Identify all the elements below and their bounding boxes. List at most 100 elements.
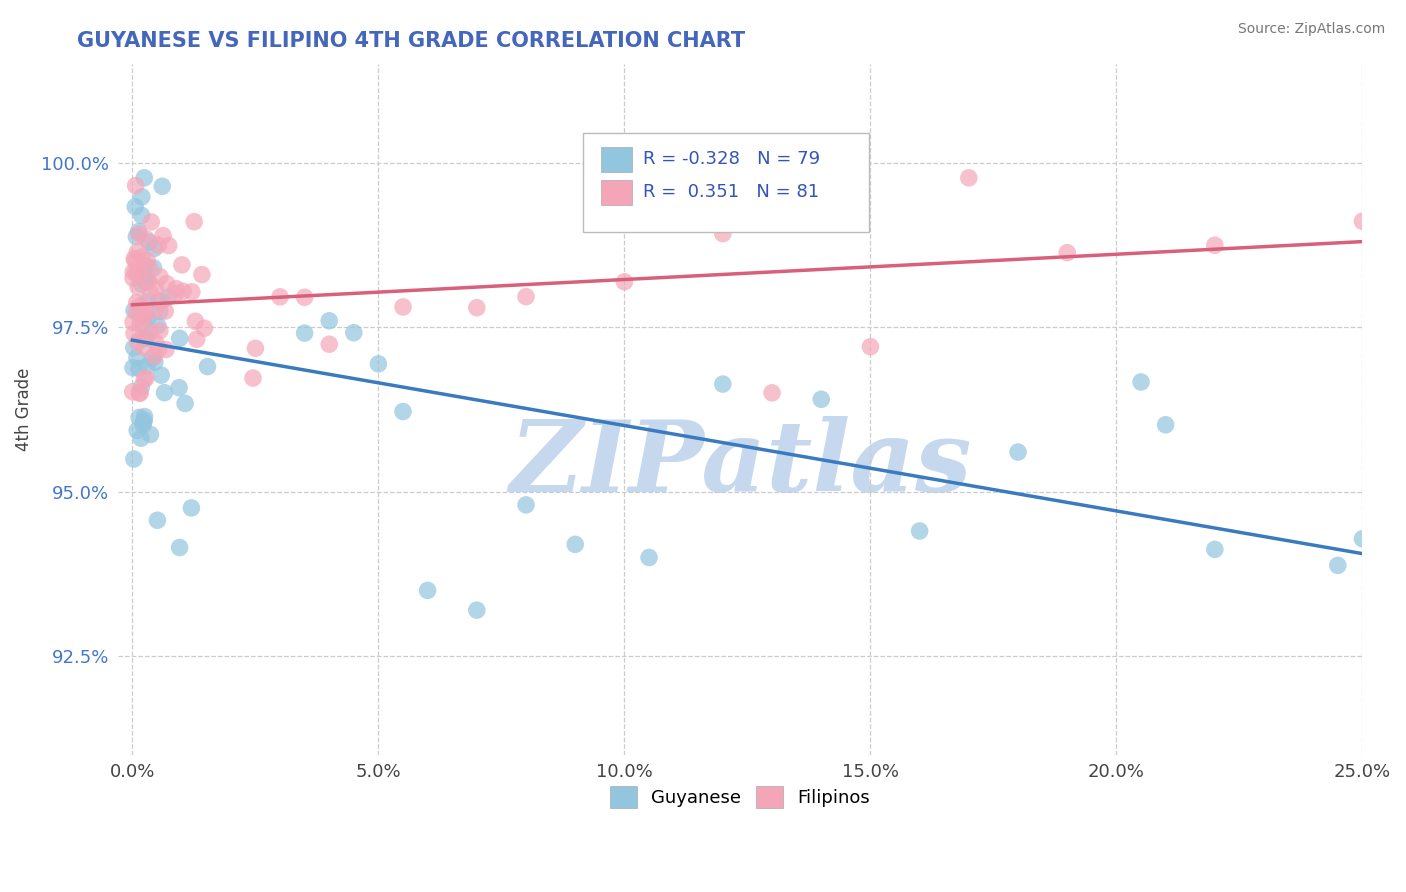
Point <box>153 385 176 400</box>
Point <box>134 274 156 288</box>
Point <box>141 215 163 229</box>
Point <box>136 253 159 268</box>
Point <box>294 326 316 340</box>
Point <box>193 321 215 335</box>
Point <box>1056 245 1078 260</box>
Text: Source: ZipAtlas.com: Source: ZipAtlas.com <box>1237 22 1385 37</box>
Point <box>152 228 174 243</box>
Point <box>613 275 636 289</box>
Point <box>124 178 146 193</box>
Point <box>127 280 149 294</box>
Point <box>465 301 488 315</box>
Point <box>1154 417 1177 432</box>
Point <box>1327 558 1350 573</box>
Point <box>155 343 177 357</box>
Point <box>131 208 153 222</box>
Point <box>957 170 980 185</box>
Point <box>810 392 832 407</box>
Point <box>564 537 586 551</box>
Point <box>711 377 734 392</box>
Point <box>167 381 190 395</box>
Point <box>157 290 180 304</box>
Point <box>294 290 316 304</box>
Y-axis label: 4th Grade: 4th Grade <box>15 368 32 451</box>
Point <box>129 298 152 312</box>
Point <box>515 498 537 512</box>
Point <box>318 337 340 351</box>
Point <box>180 285 202 299</box>
Point <box>638 550 661 565</box>
Point <box>132 267 155 281</box>
Point <box>131 331 153 345</box>
Point <box>367 357 389 371</box>
Point <box>242 371 264 385</box>
Text: R = -0.328   N = 79: R = -0.328 N = 79 <box>644 151 820 169</box>
Point <box>131 190 153 204</box>
Point <box>148 294 170 309</box>
Point <box>150 293 173 308</box>
Point <box>132 341 155 355</box>
Text: GUYANESE VS FILIPINO 4TH GRADE CORRELATION CHART: GUYANESE VS FILIPINO 4TH GRADE CORRELATI… <box>77 31 745 51</box>
Point <box>155 304 177 318</box>
Point <box>125 295 148 310</box>
Point <box>180 500 202 515</box>
Point <box>416 583 439 598</box>
Point <box>245 341 267 355</box>
Point <box>1204 238 1226 252</box>
Point <box>132 310 155 324</box>
Point <box>129 317 152 331</box>
Point <box>135 330 157 344</box>
Point <box>125 229 148 244</box>
Point <box>859 340 882 354</box>
Point <box>132 417 155 432</box>
Point <box>392 300 415 314</box>
Text: ZIPatlas: ZIPatlas <box>509 417 972 513</box>
Point <box>143 242 166 256</box>
Point <box>143 355 166 369</box>
Point <box>124 200 146 214</box>
Point <box>149 324 172 338</box>
Point <box>129 431 152 445</box>
Point <box>128 386 150 401</box>
Point <box>139 326 162 340</box>
Point <box>138 260 160 275</box>
Point <box>148 342 170 356</box>
Point <box>122 326 145 341</box>
Point <box>132 317 155 331</box>
Point <box>1376 198 1399 212</box>
Point <box>131 277 153 291</box>
Point <box>170 258 193 272</box>
Point <box>146 513 169 527</box>
Point <box>711 227 734 241</box>
Point <box>136 311 159 326</box>
Point <box>269 290 291 304</box>
Point <box>135 272 157 286</box>
Point <box>124 253 146 268</box>
Point <box>142 260 165 275</box>
Point <box>1130 375 1153 389</box>
Point <box>135 259 157 273</box>
Point <box>515 290 537 304</box>
Point <box>125 265 148 279</box>
Point <box>136 273 159 287</box>
Point <box>318 314 340 328</box>
Point <box>127 268 149 282</box>
Point <box>122 271 145 285</box>
Point <box>122 315 145 329</box>
Point <box>134 413 156 427</box>
Point <box>129 267 152 281</box>
Point <box>139 427 162 442</box>
Point <box>127 423 149 437</box>
Point <box>128 227 150 241</box>
Point <box>165 286 187 301</box>
Point <box>172 285 194 299</box>
Point <box>132 309 155 323</box>
Point <box>122 360 145 375</box>
Point <box>122 303 145 318</box>
Point <box>122 341 145 355</box>
Point <box>146 318 169 333</box>
Point <box>128 224 150 238</box>
Point <box>135 232 157 246</box>
Point <box>1351 214 1374 228</box>
Point <box>169 541 191 555</box>
